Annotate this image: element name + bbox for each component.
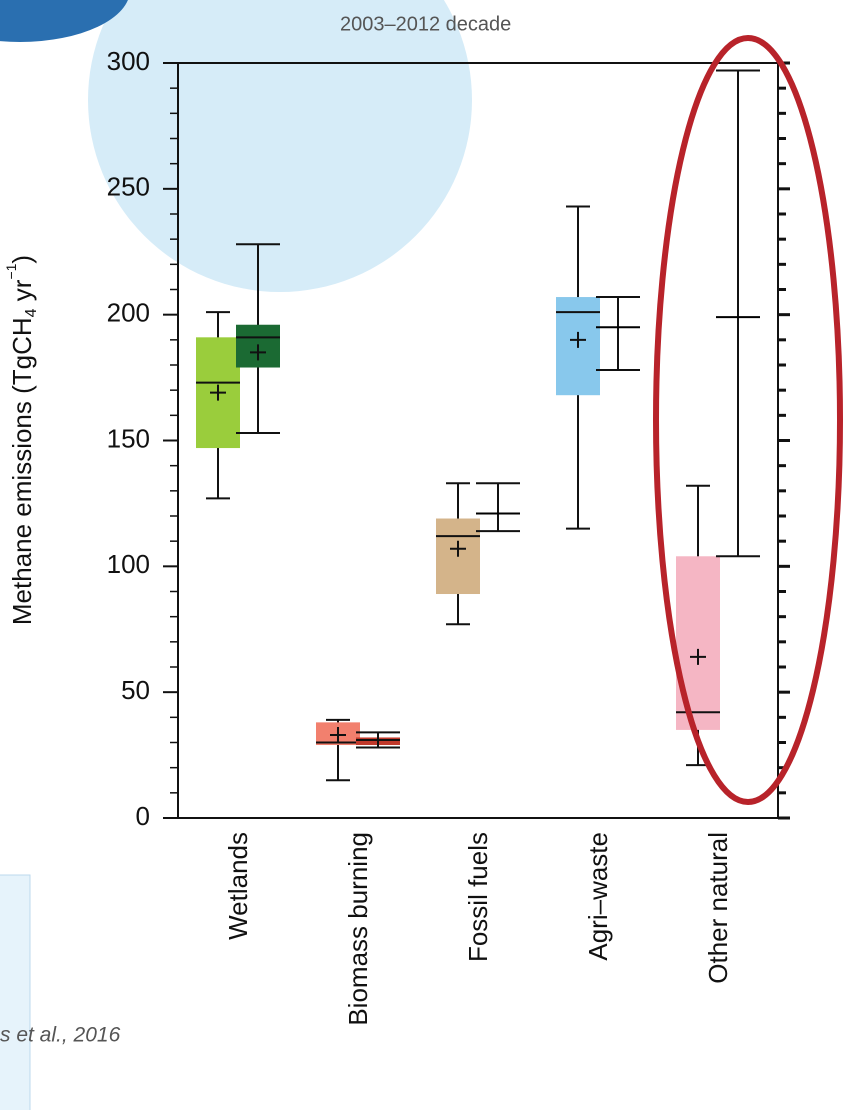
box: [676, 556, 720, 730]
label-part: yr: [7, 279, 37, 308]
chart-title: 2003–2012 decade: [340, 13, 511, 35]
decor-circle: [88, 0, 472, 292]
y-tick-label: 100: [107, 549, 150, 579]
x-tick-label: Other natural: [703, 832, 733, 984]
decor-panel: [0, 874, 31, 1115]
x-tick-label: Fossil fuels: [463, 832, 493, 962]
label-sup: −1: [3, 263, 19, 279]
mean-marker: [250, 344, 266, 361]
decor-circle-dark: [0, 0, 128, 42]
mean-marker: [370, 731, 386, 748]
mean-marker: [330, 726, 346, 743]
highlight-ellipse: [653, 35, 843, 805]
y-tick-label: 300: [107, 46, 150, 76]
y-tick-label: 150: [107, 423, 150, 453]
y-tick-label: 0: [136, 801, 150, 831]
y-tick-label: 50: [121, 675, 150, 705]
label-part: ): [7, 255, 37, 264]
x-tick-label: Biomass burning: [343, 832, 373, 1026]
y-tick-label: 200: [107, 298, 150, 328]
source: s et al., 2016: [0, 1024, 121, 1047]
label-sub: 4: [23, 308, 40, 317]
label-part: Methane emissions (TgCH: [7, 317, 37, 625]
x-tick-label: Wetlands: [223, 832, 253, 940]
y-tick-label: 250: [107, 172, 150, 202]
plot: 0 50 100 150 200 250 300 Wetlands Biomass burnin…: [107, 46, 790, 1026]
mean-marker: [690, 648, 706, 665]
y-axis-label: Methane emissions (TgCH4 yr−1): [3, 255, 41, 625]
mean-marker: [210, 384, 226, 401]
mean-marker: [570, 331, 586, 348]
mean-marker: [450, 540, 466, 557]
x-tick-label: Agri–waste: [583, 832, 613, 961]
